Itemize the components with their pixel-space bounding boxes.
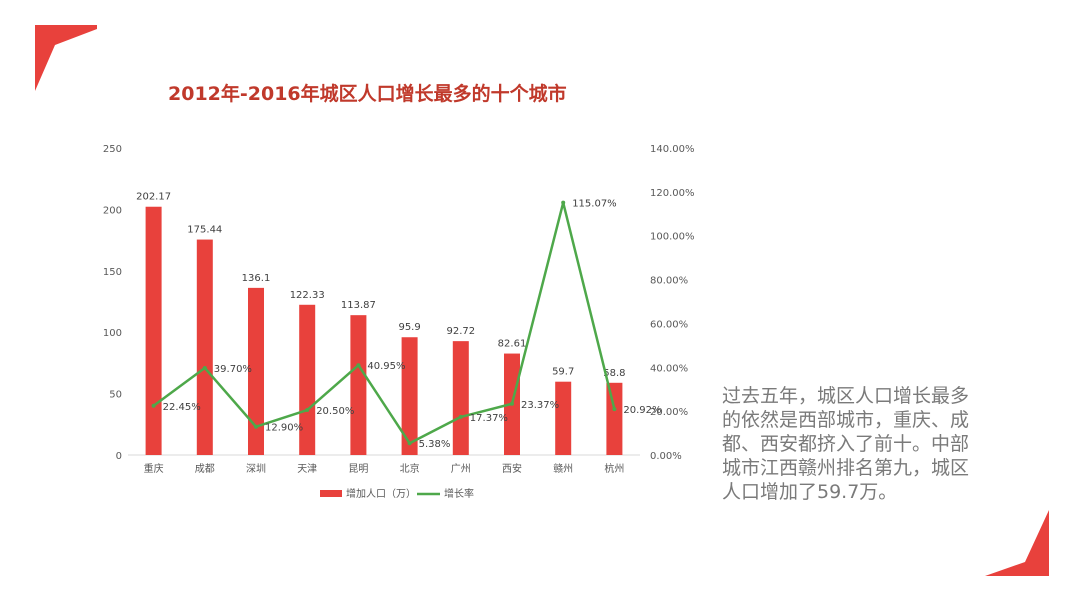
legend-label-bar: 增加人口（万） bbox=[346, 487, 416, 500]
x-tick-label: 赣州 bbox=[553, 462, 573, 475]
x-tick-label: 杭州 bbox=[604, 462, 624, 475]
bar bbox=[196, 239, 213, 455]
bar-data-label: 202.17 bbox=[136, 192, 171, 203]
legend-swatch-bar bbox=[320, 490, 342, 497]
line-point bbox=[151, 403, 156, 408]
line-data-label: 5.38% bbox=[419, 439, 451, 450]
line-data-label: 22.45% bbox=[163, 402, 201, 413]
line-data-label: 115.07% bbox=[572, 199, 617, 210]
x-tick-label: 北京 bbox=[400, 462, 420, 475]
y-left-tick-label: 0 bbox=[116, 451, 122, 462]
summary-text: 过去五年，城区人口增长最多的依然是西部城市，重庆、成都、西安都挤入了前十。中部城… bbox=[722, 385, 970, 503]
bar bbox=[248, 287, 264, 455]
y-right-tick-label: 120.00% bbox=[650, 188, 695, 199]
y-right-tick-label: 100.00% bbox=[650, 232, 695, 243]
line-data-label: 12.90% bbox=[265, 423, 303, 434]
x-tick-label: 成都 bbox=[195, 463, 215, 475]
y-right-tick-label: 0.00% bbox=[650, 451, 682, 462]
bar-data-label: 59.7 bbox=[552, 367, 574, 378]
y-left-tick-label: 50 bbox=[109, 390, 122, 401]
x-tick-label: 西安 bbox=[502, 462, 522, 475]
bar bbox=[299, 304, 316, 455]
x-tick-label: 昆明 bbox=[348, 463, 368, 475]
bar-data-label: 58.8 bbox=[603, 368, 625, 379]
line-data-label: 20.92% bbox=[623, 405, 661, 416]
bar-data-label: 113.87 bbox=[341, 300, 376, 311]
bar-data-label: 82.61 bbox=[498, 339, 527, 350]
x-tick-label: 深圳 bbox=[246, 463, 266, 475]
bar-data-label: 175.44 bbox=[187, 225, 222, 236]
bar bbox=[401, 337, 418, 455]
y-left-tick-label: 150 bbox=[103, 267, 122, 278]
x-tick-label: 天津 bbox=[297, 463, 317, 475]
line-data-label: 17.37% bbox=[470, 413, 508, 424]
y-left-tick-label: 250 bbox=[103, 144, 122, 155]
line-point bbox=[612, 407, 617, 412]
y-left-tick-label: 100 bbox=[103, 328, 122, 339]
line-data-label: 39.70% bbox=[214, 364, 252, 375]
bar-data-label: 95.9 bbox=[398, 322, 420, 333]
bar bbox=[555, 381, 572, 455]
legend-label-line: 增长率 bbox=[444, 487, 474, 500]
line-point bbox=[254, 424, 258, 429]
line-point bbox=[407, 441, 412, 446]
line-point bbox=[510, 401, 514, 406]
bar-data-label: 122.33 bbox=[290, 290, 325, 301]
growth-rate-line bbox=[152, 201, 616, 445]
line-point bbox=[561, 200, 566, 205]
line-point bbox=[458, 414, 463, 419]
corner-decoration-bottom-right bbox=[985, 510, 1049, 576]
y-right-tick-label: 80.00% bbox=[650, 276, 688, 287]
line-point bbox=[356, 363, 361, 368]
corner-decoration-top-left bbox=[35, 25, 97, 91]
line-data-label: 23.37% bbox=[521, 400, 559, 411]
bar bbox=[145, 206, 162, 455]
line-data-label: 40.95% bbox=[367, 361, 405, 372]
y-right-tick-label: 40.00% bbox=[650, 363, 688, 374]
slide-title: 2012年-2016年城区人口增长最多的十个城市 bbox=[168, 83, 567, 105]
bar bbox=[350, 315, 367, 455]
line-point bbox=[305, 408, 310, 413]
bar-data-label: 92.72 bbox=[446, 326, 475, 337]
x-tick-label: 广州 bbox=[451, 463, 471, 475]
bar-data-label: 136.1 bbox=[242, 273, 271, 284]
line-point bbox=[202, 365, 207, 370]
y-right-tick-label: 20.00% bbox=[650, 407, 688, 418]
y-right-tick-label: 140.00% bbox=[650, 144, 695, 155]
bar bbox=[606, 382, 623, 455]
y-left-tick-label: 200 bbox=[103, 205, 122, 216]
y-right-tick-label: 60.00% bbox=[650, 319, 688, 330]
bar bbox=[452, 341, 469, 455]
x-tick-label: 重庆 bbox=[144, 462, 164, 475]
line-data-label: 20.50% bbox=[316, 406, 354, 417]
